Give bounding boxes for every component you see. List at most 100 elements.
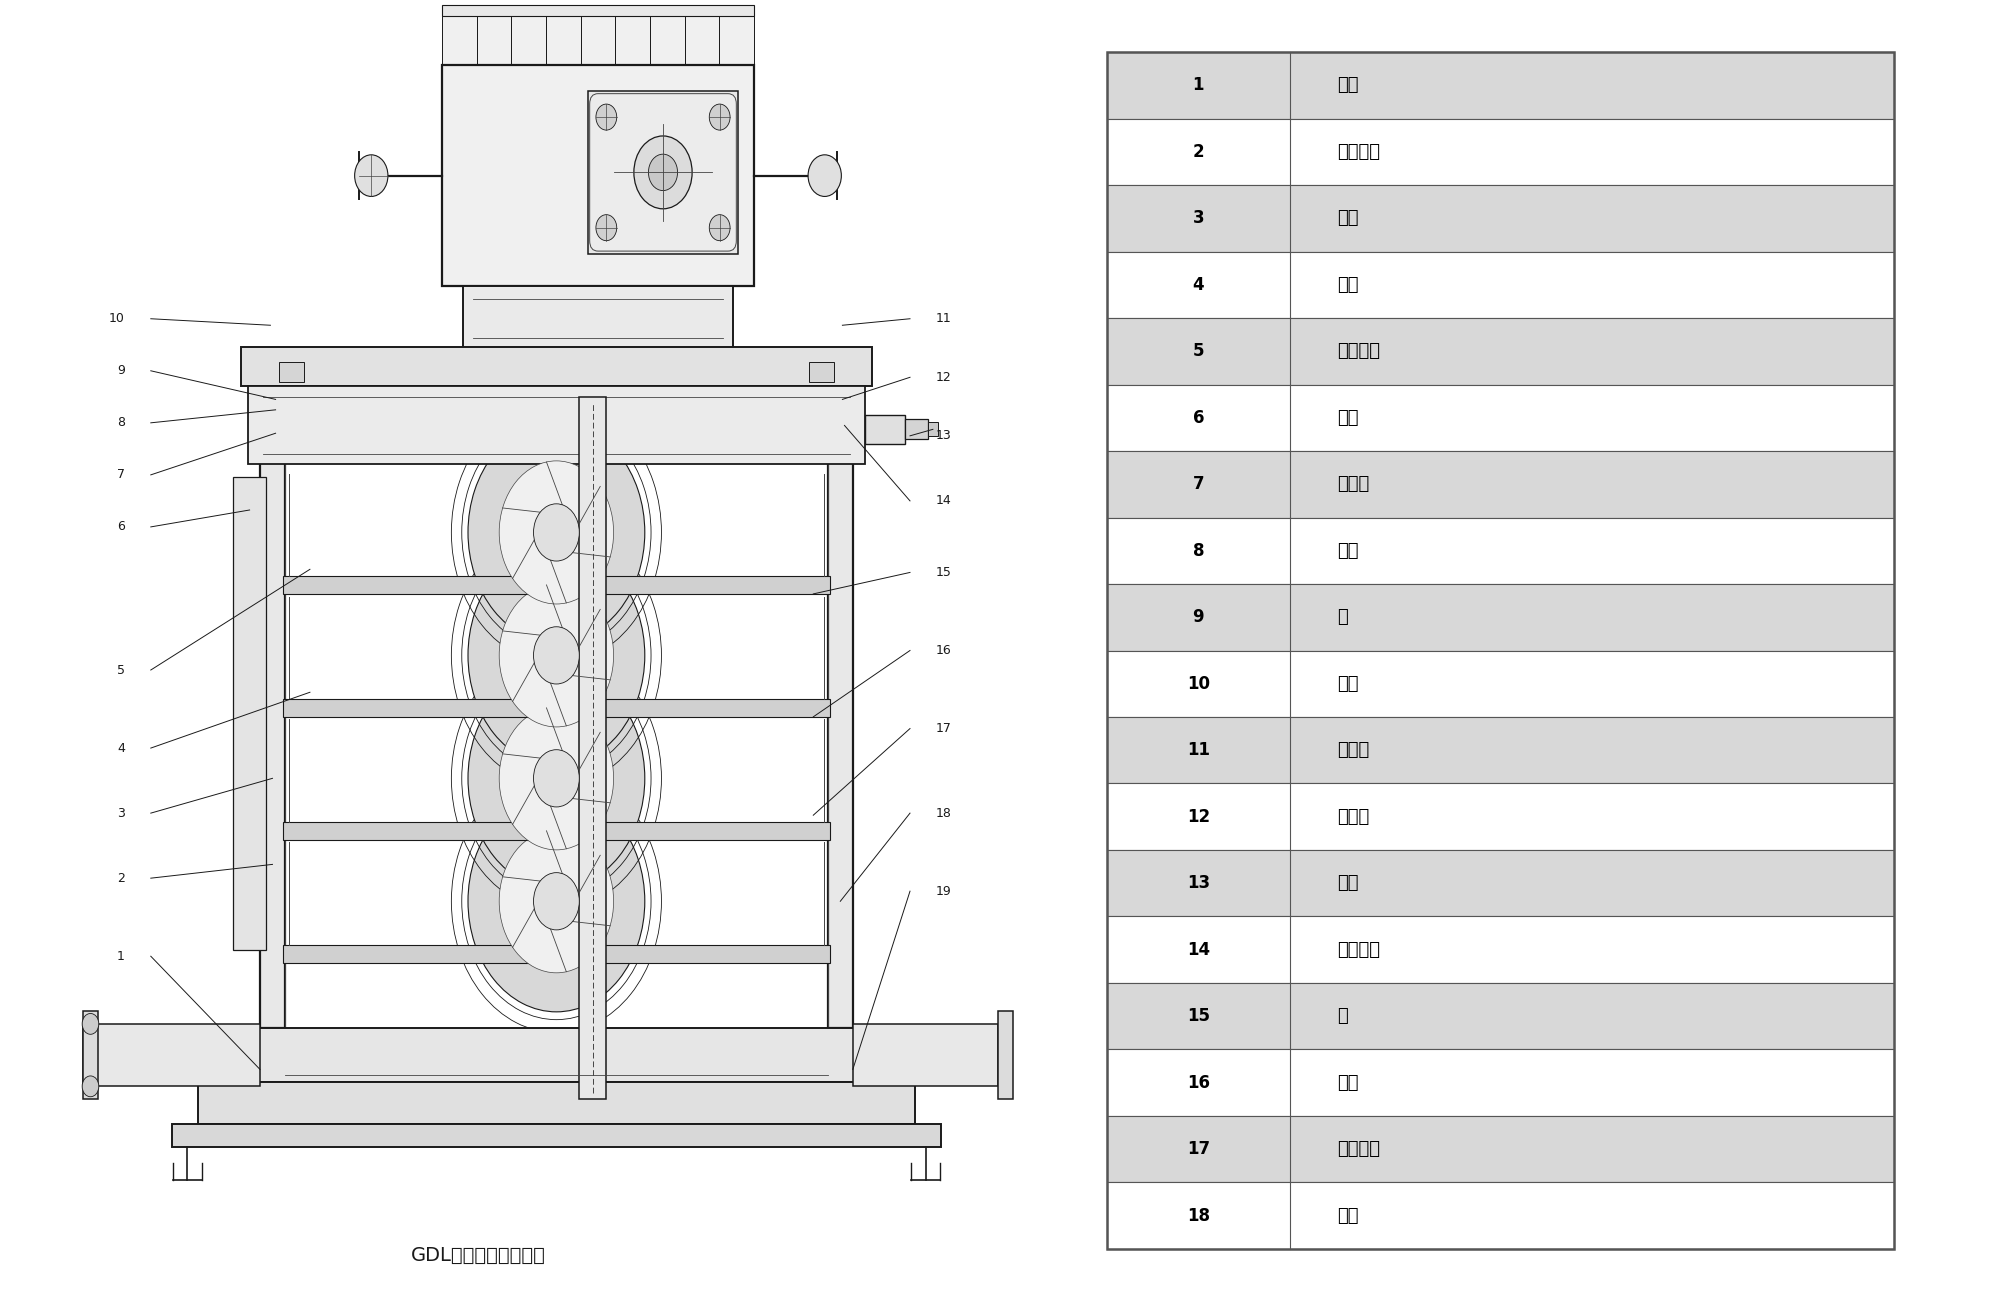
Bar: [282, 945, 830, 963]
Text: 1: 1: [116, 950, 124, 963]
Bar: [1108, 850, 1894, 916]
Bar: [650, 16, 684, 65]
Bar: [1108, 717, 1894, 783]
Bar: [198, 1082, 916, 1124]
Bar: [1108, 185, 1894, 251]
Bar: [546, 16, 580, 65]
Bar: [442, 5, 754, 16]
Text: 18: 18: [1186, 1207, 1210, 1224]
Text: 拉紧螺栓: 拉紧螺栓: [1338, 143, 1380, 161]
Bar: [1108, 451, 1894, 518]
Circle shape: [596, 215, 616, 241]
Bar: [260, 358, 284, 1028]
Wedge shape: [500, 461, 614, 604]
Text: 13: 13: [1186, 874, 1210, 892]
Text: 2: 2: [1192, 143, 1204, 161]
Text: 4: 4: [1192, 276, 1204, 294]
Bar: [810, 362, 834, 382]
Text: 销: 销: [1338, 609, 1348, 626]
Text: 17: 17: [936, 722, 952, 735]
Text: 8: 8: [1192, 541, 1204, 559]
Bar: [588, 91, 738, 254]
FancyBboxPatch shape: [590, 94, 736, 251]
Text: 7: 7: [116, 468, 124, 481]
Text: 电机: 电机: [1338, 675, 1360, 692]
Bar: [852, 1024, 998, 1086]
Text: 9: 9: [116, 364, 124, 377]
Wedge shape: [500, 706, 614, 850]
Bar: [1108, 52, 1894, 118]
Text: 联轴器: 联轴器: [1338, 742, 1370, 760]
Text: 8: 8: [116, 416, 124, 429]
Bar: [282, 822, 830, 840]
Text: 轴套: 轴套: [1338, 409, 1360, 427]
Bar: [1108, 317, 1894, 385]
Bar: [828, 358, 852, 1028]
Text: 轴瓦: 轴瓦: [1338, 1207, 1360, 1224]
Text: 3: 3: [116, 807, 124, 820]
Text: 9: 9: [1192, 609, 1204, 626]
Text: 14: 14: [1186, 941, 1210, 959]
Text: 19: 19: [936, 885, 952, 898]
Text: 12: 12: [936, 371, 952, 384]
Text: 叶轮挡套: 叶轮挡套: [1338, 342, 1380, 360]
Text: 外筒: 外筒: [1338, 209, 1360, 228]
Bar: [462, 286, 734, 351]
Text: 15: 15: [936, 566, 952, 579]
Wedge shape: [534, 503, 580, 561]
Wedge shape: [534, 749, 580, 807]
Text: 10: 10: [108, 312, 124, 325]
Bar: [1108, 385, 1894, 451]
Text: 泵体: 泵体: [1338, 77, 1360, 94]
Bar: [1108, 1183, 1894, 1249]
Text: 机械密封: 机械密封: [1338, 941, 1380, 959]
Bar: [442, 65, 754, 286]
Bar: [442, 16, 476, 65]
Circle shape: [82, 1013, 98, 1034]
Text: 轴套螺母: 轴套螺母: [1338, 1140, 1380, 1158]
Circle shape: [354, 155, 388, 196]
Bar: [1108, 916, 1894, 984]
Bar: [242, 347, 872, 386]
Wedge shape: [500, 584, 614, 727]
Text: 5: 5: [1192, 342, 1204, 360]
Text: 螺母: 螺母: [1338, 541, 1360, 559]
Bar: [1108, 1050, 1894, 1116]
Bar: [616, 16, 650, 65]
Bar: [84, 1011, 98, 1099]
Text: 17: 17: [1186, 1140, 1210, 1158]
Circle shape: [82, 1076, 98, 1097]
Text: 6: 6: [1192, 409, 1204, 427]
Bar: [282, 575, 830, 593]
Bar: [580, 397, 606, 1099]
Bar: [998, 1011, 1012, 1099]
Text: 10: 10: [1186, 675, 1210, 692]
Text: 7: 7: [1192, 475, 1204, 493]
Circle shape: [808, 155, 842, 196]
Bar: [1108, 584, 1894, 650]
Text: 18: 18: [936, 807, 952, 820]
Bar: [904, 419, 928, 440]
Text: 3: 3: [1192, 209, 1204, 228]
Bar: [1108, 984, 1894, 1050]
Bar: [928, 422, 938, 437]
Bar: [720, 16, 754, 65]
Text: 14: 14: [936, 494, 952, 507]
Bar: [684, 16, 720, 65]
Text: 6: 6: [116, 520, 124, 533]
Wedge shape: [534, 873, 580, 930]
Bar: [248, 1028, 866, 1082]
Bar: [546, 351, 650, 397]
Bar: [278, 362, 304, 382]
Circle shape: [710, 104, 730, 130]
Text: 11: 11: [936, 312, 952, 325]
Text: 1: 1: [1192, 77, 1204, 94]
Wedge shape: [534, 627, 580, 684]
Wedge shape: [468, 791, 644, 1012]
Bar: [1108, 118, 1894, 185]
Bar: [1108, 52, 1894, 1249]
Text: 11: 11: [1186, 742, 1210, 760]
Circle shape: [634, 135, 692, 209]
Text: 16: 16: [936, 644, 952, 657]
Text: 16: 16: [1186, 1073, 1210, 1092]
